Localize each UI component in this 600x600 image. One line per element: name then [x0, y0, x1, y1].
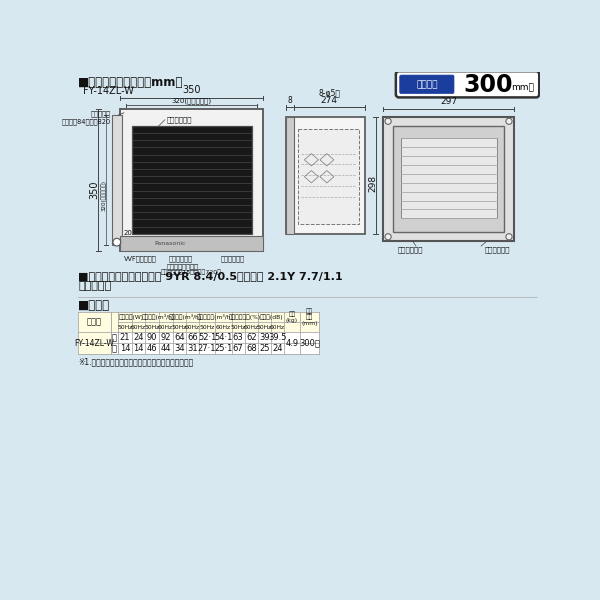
Text: 60Hz: 60Hz [131, 325, 146, 330]
Text: 63: 63 [233, 333, 244, 342]
Text: 排気風量(m³/h): 排気風量(m³/h) [142, 314, 175, 320]
Bar [286, 116, 293, 234]
Text: 質量
(kg): 質量 (kg) [286, 311, 298, 323]
Text: 66: 66 [187, 333, 198, 342]
Text: 弱: 弱 [112, 344, 117, 353]
Text: 14: 14 [120, 344, 130, 353]
Text: 14: 14 [133, 344, 143, 353]
Text: 室外側吸込口: 室外側吸込口 [397, 246, 423, 253]
Text: mm角: mm角 [512, 83, 535, 92]
Text: 8-φ5穴: 8-φ5穴 [318, 89, 340, 98]
Circle shape [113, 238, 121, 246]
Text: 60Hz: 60Hz [216, 325, 231, 330]
Text: 350: 350 [182, 85, 201, 95]
Text: 60Hz: 60Hz [185, 325, 200, 330]
Text: 60Hz: 60Hz [270, 325, 285, 330]
Text: 60Hz: 60Hz [244, 325, 259, 330]
Bar [120, 109, 263, 251]
Text: 配線ボックス: 配線ボックス [169, 255, 193, 262]
Text: 室外側吹出口: 室外側吹出口 [484, 246, 510, 253]
FancyBboxPatch shape [396, 71, 539, 97]
Text: 21: 21 [120, 333, 130, 342]
Text: ■外形寸法図（単位：mm）: ■外形寸法図（単位：mm） [78, 76, 184, 89]
Text: FY-14ZL-W: FY-14ZL-W [74, 338, 115, 347]
Text: 90: 90 [146, 333, 157, 342]
Text: 20: 20 [123, 230, 132, 236]
Text: VVFコード用穴: VVFコード用穴 [124, 255, 157, 262]
Text: 39: 39 [259, 333, 270, 342]
Bar [120, 236, 263, 251]
Text: 8: 8 [287, 96, 292, 105]
Text: 25: 25 [259, 344, 270, 353]
Text: 67: 67 [233, 344, 244, 353]
Text: 温度交換効率(%): 温度交換効率(%) [229, 314, 261, 320]
Text: 300: 300 [463, 73, 513, 97]
Text: 室内側吹出口: 室内側吹出口 [166, 116, 192, 123]
Text: ※1.屋外フード組合せ時の有効換気量は異なります。: ※1.屋外フード組合せ時の有効換気量は異なります。 [78, 358, 193, 367]
Text: 92: 92 [160, 333, 171, 342]
Text: 300角: 300角 [299, 338, 320, 347]
Bar [112, 115, 122, 245]
Text: ■特性表: ■特性表 [78, 299, 110, 312]
Text: 64: 64 [174, 333, 185, 342]
Text: 24: 24 [272, 344, 283, 353]
Text: 消費電力(W): 消費電力(W) [119, 314, 144, 320]
Text: Panasonic: Panasonic [154, 241, 186, 246]
Text: 34: 34 [174, 344, 185, 353]
Circle shape [506, 118, 512, 124]
Text: 4.9: 4.9 [286, 338, 299, 347]
Bar [131, 126, 252, 233]
Text: 31: 31 [187, 344, 198, 353]
Text: 60Hz: 60Hz [158, 325, 173, 330]
Circle shape [385, 233, 391, 240]
Text: 室内側吸込口: 室内側吸込口 [220, 255, 244, 262]
Text: 320(本体取付穴): 320(本体取付穴) [101, 180, 106, 211]
Bar [78, 312, 319, 332]
Text: 27·1: 27·1 [198, 344, 217, 353]
Text: FY-14ZL-W: FY-14ZL-W [83, 86, 134, 96]
Text: 品　番: 品 番 [87, 318, 102, 327]
Text: 電源コード
有効長終84・・・820: 電源コード 有効長終84・・・820 [61, 110, 110, 125]
Text: （近似値）: （近似値） [78, 281, 111, 292]
Text: 46: 46 [146, 344, 157, 353]
Text: 52·1: 52·1 [198, 333, 217, 342]
Bar [78, 332, 319, 354]
Text: 297: 297 [440, 97, 457, 106]
Text: 50Hz: 50Hz [230, 325, 246, 330]
Text: 50Hz: 50Hz [257, 325, 272, 330]
Text: 274: 274 [321, 96, 338, 105]
Text: 44: 44 [160, 344, 171, 353]
Text: 54·1: 54·1 [214, 333, 233, 342]
Text: 50Hz: 50Hz [144, 325, 160, 330]
Text: 埋込
寸法
(mm): 埋込 寸法 (mm) [301, 308, 317, 326]
Text: 298: 298 [368, 175, 377, 193]
Bar [401, 138, 497, 218]
Bar [298, 129, 359, 224]
Bar [78, 312, 110, 354]
Text: 給気風量(m³/h): 給気風量(m³/h) [169, 314, 202, 320]
Circle shape [506, 233, 512, 240]
FancyBboxPatch shape [400, 75, 454, 94]
Text: 62: 62 [246, 333, 257, 342]
Bar [393, 126, 505, 232]
Text: 68: 68 [246, 344, 257, 353]
Text: 50Hz: 50Hz [172, 325, 187, 330]
Text: 50Hz: 50Hz [200, 325, 215, 330]
Text: 引きひもスイッチ: 引きひもスイッチ [166, 263, 199, 269]
Text: 有効換気量(m³/h): 有効換気量(m³/h) [197, 314, 234, 320]
Text: 320(本体取付穴): 320(本体取付穴) [172, 97, 212, 104]
Text: （調節範囲終15・・・～720）: （調節範囲終15・・・～720） [160, 270, 221, 275]
Text: 50Hz: 50Hz [118, 325, 133, 330]
Text: 24: 24 [133, 333, 143, 342]
Bar [383, 116, 514, 241]
Text: 騒　音(dB): 騒 音(dB) [259, 314, 283, 320]
Circle shape [385, 118, 391, 124]
Text: 25·1: 25·1 [214, 344, 233, 353]
Text: ■マンセル値：ルーバー　 9YR 8.4/0.5　本体　 2.1Y 7.7/1.1: ■マンセル値：ルーバー 9YR 8.4/0.5 本体 2.1Y 7.7/1.1 [78, 271, 343, 281]
Bar [286, 116, 365, 234]
Text: 強: 強 [112, 333, 117, 342]
Text: 埋込寸法: 埋込寸法 [416, 80, 437, 89]
Text: 350: 350 [89, 180, 100, 199]
Text: 39.5: 39.5 [268, 333, 287, 342]
